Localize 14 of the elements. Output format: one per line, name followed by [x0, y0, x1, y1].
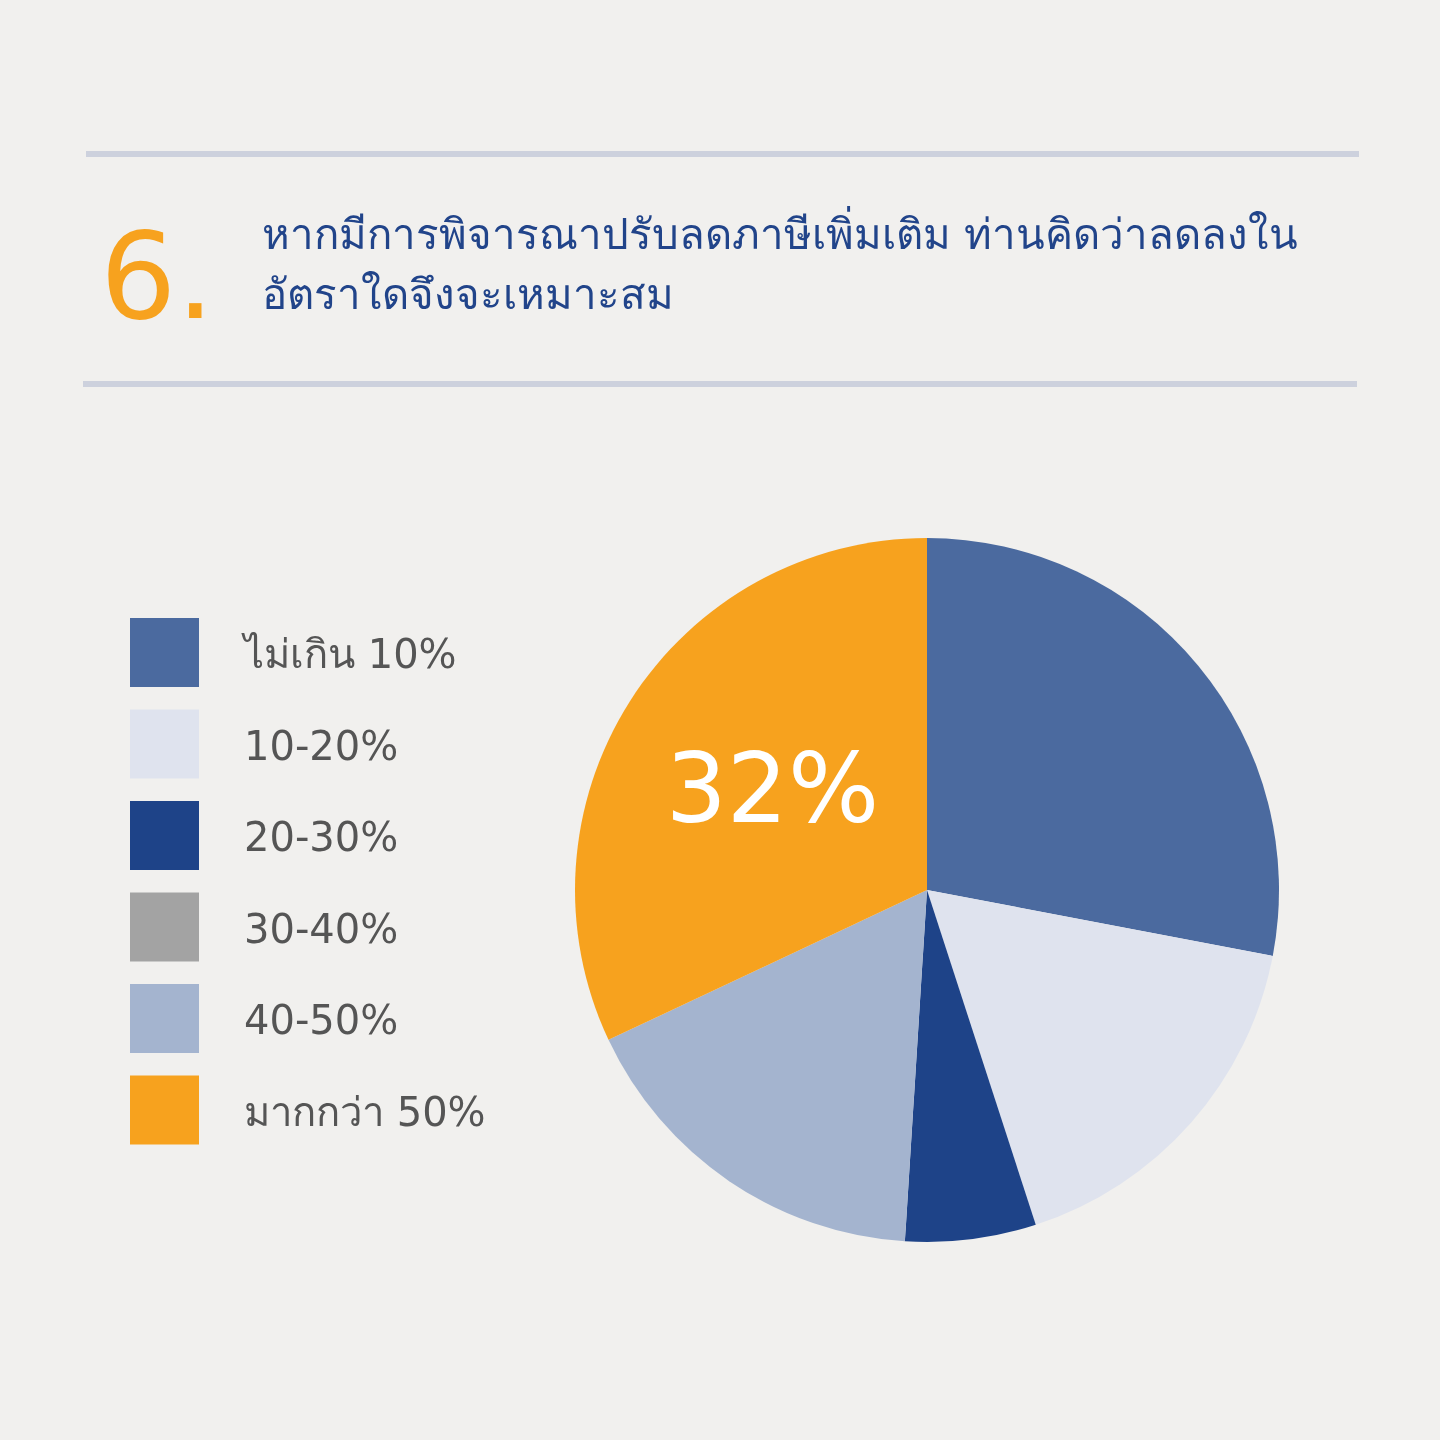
legend-label: 40-50%	[244, 997, 399, 1043]
legend-label: 30-40%	[244, 905, 399, 952]
chart-title: หากมีการพิจารณาปรับลดภาษีเพิ่มเติม ท่านคิดว่าลดลงใน อัตราใดจึงจะเหมาะสม	[262, 205, 1300, 321]
text: 6.	[100, 207, 215, 346]
legend-label: ไม่เกิน 10%	[241, 631, 457, 677]
legend-label: 10-20%	[244, 722, 399, 769]
pie-slice	[575, 538, 927, 1040]
pie-slice	[927, 890, 1273, 1225]
legend-label: มากกว่า 50%	[244, 1088, 486, 1135]
data-label: 32%	[665, 732, 880, 845]
pie-slice	[608, 890, 927, 1242]
legend-label: 20-30%	[244, 814, 399, 860]
pie-slice	[904, 890, 1036, 1242]
pie-slice	[927, 538, 1279, 956]
